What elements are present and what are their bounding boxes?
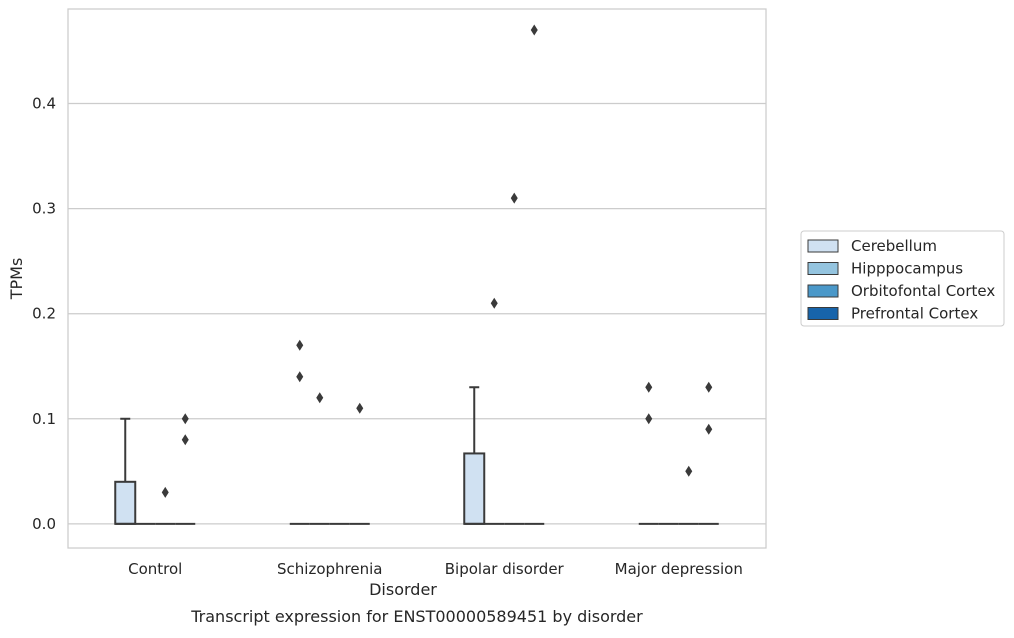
y-tick-label: 0.4 — [32, 95, 56, 113]
outlier-point — [645, 381, 653, 393]
x-tick-label: Major depression — [615, 560, 743, 578]
box-group — [504, 192, 525, 525]
legend-label: Cerebellum — [851, 237, 937, 255]
chart-caption: Transcript expression for ENST0000058945… — [190, 607, 643, 626]
outlier-point — [356, 402, 364, 414]
legend-label: Prefrontal Cortex — [851, 305, 978, 323]
outlier-point — [316, 392, 324, 404]
box-group — [678, 465, 699, 525]
outlier-point — [685, 465, 693, 477]
outlier-point — [510, 192, 518, 204]
box-group — [349, 402, 370, 525]
outlier-point — [296, 371, 304, 383]
plot-frame — [67, 8, 767, 549]
y-tick-label: 0.1 — [32, 410, 56, 428]
x-axis-label: Disorder — [369, 580, 437, 599]
box-group — [309, 392, 330, 525]
x-tick-label: Bipolar disorder — [445, 560, 565, 578]
x-tick-label: Schizophrenia — [277, 560, 382, 578]
box-group — [698, 381, 719, 525]
outlier-point — [705, 423, 713, 435]
x-axis-ticks: Control Schizophrenia Bipolar disorder Majo… — [128, 560, 743, 578]
grid-lines — [68, 102, 766, 525]
outlier-point — [181, 434, 189, 446]
x-tick-label: Control — [128, 560, 182, 578]
outlier-point — [181, 413, 189, 425]
legend-swatch — [807, 307, 839, 320]
outlier-point — [490, 297, 498, 309]
outlier-point — [296, 339, 304, 351]
y-tick-label: 0.0 — [32, 515, 56, 533]
legend-label: Hipppocampus — [851, 260, 963, 278]
box-body — [114, 480, 137, 525]
box-group — [175, 413, 196, 525]
legend-label: Orbitofontal Cortex — [851, 282, 995, 300]
box-plot-marks — [114, 24, 719, 525]
y-axis-ticks: 0.0 0.1 0.2 0.3 0.4 — [32, 95, 56, 533]
box-group — [463, 386, 486, 525]
outlier-point — [645, 413, 653, 425]
box-group — [289, 339, 310, 525]
box-group — [114, 417, 137, 525]
outlier-point — [705, 381, 713, 393]
legend-swatch — [807, 239, 839, 253]
legend-swatch — [807, 262, 839, 275]
legend-frame — [800, 230, 1005, 327]
y-tick-label: 0.2 — [32, 305, 56, 323]
box-body — [463, 452, 486, 525]
legend-swatch — [807, 284, 839, 298]
box-group — [638, 381, 659, 525]
outlier-point — [161, 486, 169, 498]
outlier-point — [530, 24, 538, 36]
legend: Cerebellum Hipppocampus Orbitofontal Corte… — [800, 230, 1005, 327]
box-group — [484, 297, 505, 525]
box-group — [155, 486, 176, 525]
y-axis-label: TPMs — [7, 258, 26, 301]
box-group — [524, 24, 545, 525]
y-tick-label: 0.3 — [32, 200, 56, 218]
